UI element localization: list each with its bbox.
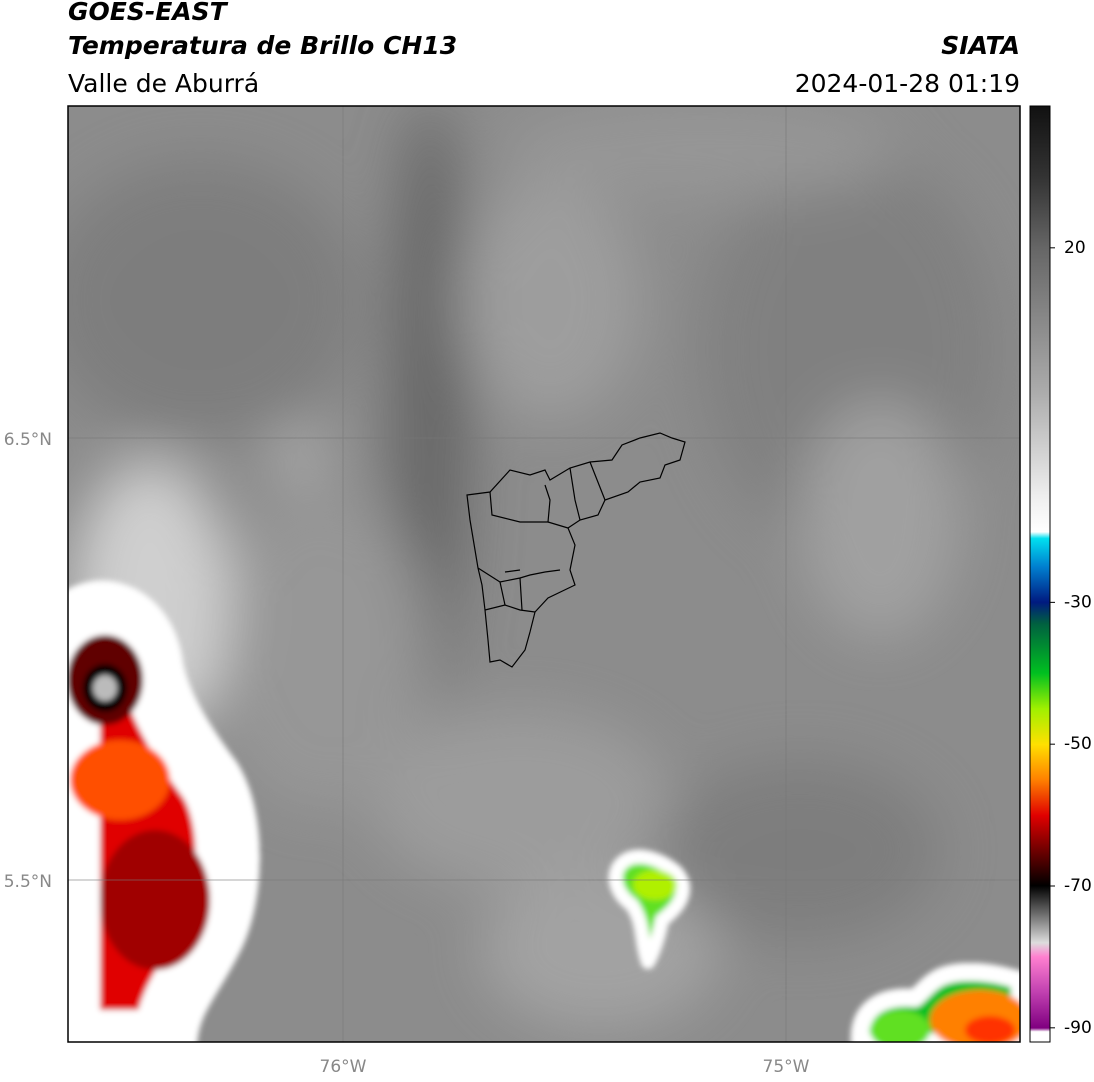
map-frame (67, 105, 1021, 1043)
colorbar-tick-label: -70 (1064, 876, 1092, 896)
region: Valle de Aburrá (68, 69, 259, 98)
lon-label: 75°W (763, 1057, 810, 1077)
colorbar-tick-label: -30 (1064, 592, 1092, 612)
lat-label: 5.5°N (4, 872, 52, 892)
lon-label: 76°W (320, 1057, 367, 1077)
title: GOES-EAST (68, 0, 229, 26)
colorbar-tick-label: -50 (1064, 734, 1092, 754)
datetime: 2024-01-28 01:19 (795, 69, 1020, 98)
subtitle: Temperatura de Brillo CH13 (68, 31, 457, 60)
colorbar (1029, 105, 1051, 1043)
source: SIATA (941, 31, 1020, 60)
colorbar-tick-label: 20 (1064, 238, 1086, 258)
lat-label: 6.5°N (4, 430, 52, 450)
colorbar-tick-label: -90 (1064, 1018, 1092, 1038)
map (68, 106, 1020, 1042)
